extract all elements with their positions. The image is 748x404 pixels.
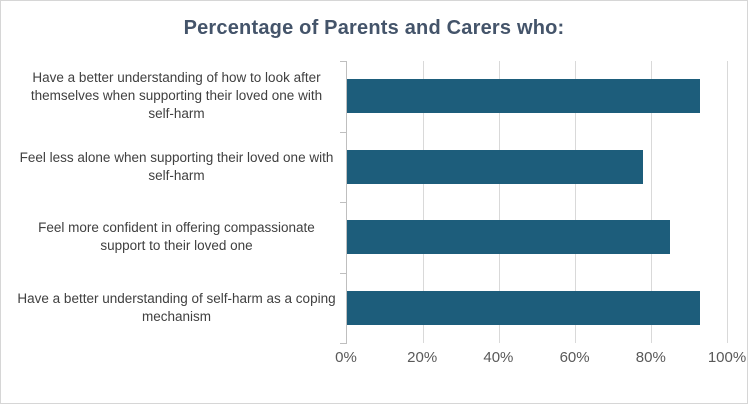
axis-tick-mark: [340, 61, 347, 62]
gridline: [727, 61, 728, 343]
category-label: Have a better understanding of how to lo…: [30, 69, 323, 122]
axis-tick-mark: [340, 343, 347, 344]
bar-row: [347, 202, 727, 273]
category-label: Feel less alone when supporting their lo…: [19, 149, 334, 183]
x-tick-label: 100%: [707, 349, 747, 366]
bar: [347, 220, 670, 255]
bar-row: [347, 132, 727, 203]
category-label: Have a better understanding of self-harm…: [17, 290, 336, 324]
axis-tick-mark: [340, 272, 347, 274]
gridline: [423, 61, 424, 343]
x-tick-label: 40%: [483, 349, 514, 366]
gridline: [651, 61, 652, 343]
x-tick-label: 0%: [335, 349, 357, 366]
x-tick-label: 80%: [635, 349, 666, 366]
axis-tick-mark: [340, 202, 347, 203]
chart-title: Percentage of Parents and Carers who:: [183, 17, 565, 39]
x-axis-tick-labels: 0% 20% 40% 60% 80% 100%: [335, 349, 746, 371]
bar: [347, 79, 701, 114]
gridline: [499, 61, 500, 343]
bar-rows: [347, 61, 727, 343]
axis-tick-mark: [340, 131, 347, 133]
plot-area: Have a better understanding of how to lo…: [13, 61, 728, 344]
bar-row: [347, 61, 727, 132]
category-label: Feel more confident in offering compassi…: [38, 220, 315, 254]
bar: [347, 290, 701, 325]
category-labels: Have a better understanding of how to lo…: [13, 61, 346, 343]
gridline: [575, 61, 576, 343]
bar: [347, 149, 644, 184]
x-tick-label: 60%: [559, 349, 590, 366]
bar-row: [347, 273, 727, 344]
plot-grid: [340, 61, 728, 344]
x-tick-label: 20%: [407, 349, 438, 366]
